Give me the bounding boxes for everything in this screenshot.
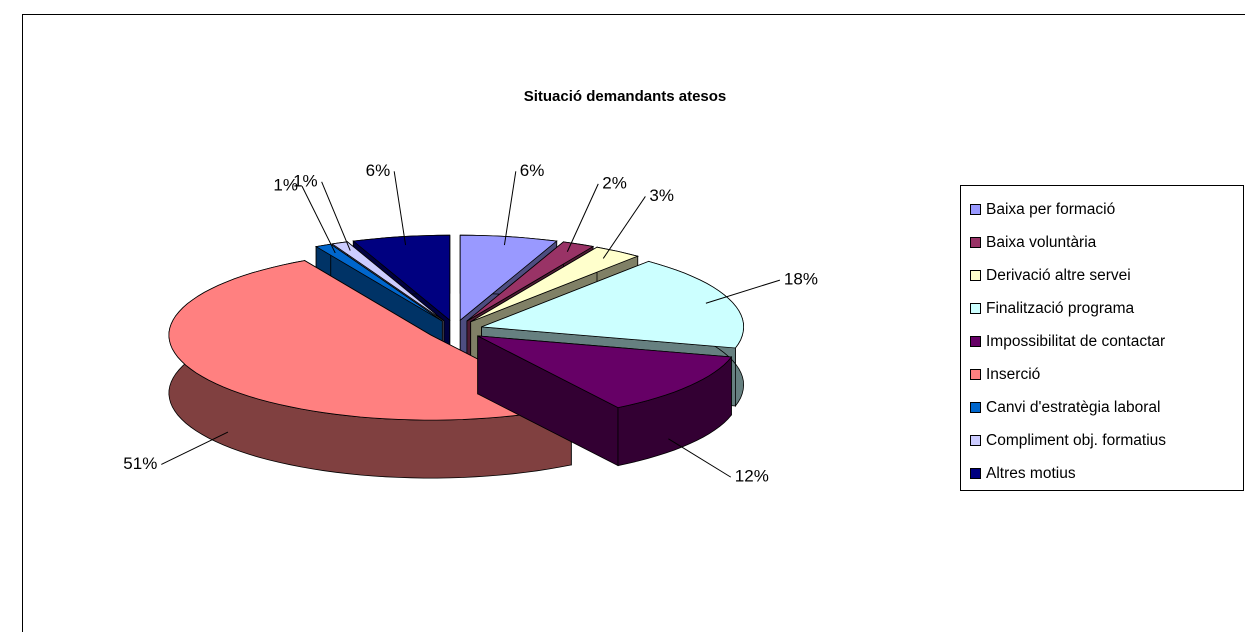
data-label: 3% xyxy=(649,186,674,205)
legend-swatch xyxy=(970,369,981,380)
legend-label: Inserció xyxy=(986,366,1040,383)
slice xyxy=(168,260,573,421)
leader-line xyxy=(393,171,407,246)
legend-swatch xyxy=(970,237,981,248)
data-label: 6% xyxy=(366,161,391,180)
slice xyxy=(168,259,573,479)
data-label: 2% xyxy=(602,173,627,192)
legend-label: Altres motius xyxy=(986,465,1076,482)
leader-line xyxy=(161,431,229,465)
legend-swatch xyxy=(970,303,981,314)
legend-label: Baixa voluntària xyxy=(986,234,1097,251)
slice xyxy=(477,335,733,409)
legend-swatch xyxy=(970,336,981,347)
legend-swatch xyxy=(970,270,981,281)
leader-line xyxy=(321,181,351,251)
legend-swatch xyxy=(970,402,981,413)
data-label: 1% xyxy=(293,171,318,190)
leader-line xyxy=(566,183,599,252)
slice xyxy=(352,234,451,322)
slice xyxy=(466,241,595,322)
leader-line xyxy=(602,196,646,259)
legend-label: Compliment obj. formatius xyxy=(986,432,1166,449)
legend-swatch xyxy=(970,204,981,215)
legend-label: Finalització programa xyxy=(986,300,1135,317)
legend-label: Impossibilitat de contactar xyxy=(986,333,1165,350)
legend-label: Baixa per formació xyxy=(986,201,1115,218)
slice xyxy=(470,246,640,323)
slice xyxy=(331,241,445,322)
legend-label: Derivació altre servei xyxy=(986,267,1131,284)
leader-line xyxy=(503,171,517,246)
slice xyxy=(477,335,733,467)
slice xyxy=(314,243,443,322)
data-label: 51% xyxy=(123,454,157,473)
data-label: 1% xyxy=(273,176,298,195)
leader-line xyxy=(301,185,336,254)
slice xyxy=(459,234,558,322)
data-label: 12% xyxy=(735,467,769,486)
data-label: 6% xyxy=(520,161,545,180)
leader-line xyxy=(668,438,732,478)
legend-swatch xyxy=(970,435,981,446)
data-label: 18% xyxy=(784,270,818,289)
legend-label: Canvi d'estratègia laboral xyxy=(986,399,1160,416)
chart-title: Situació demandants atesos xyxy=(524,88,727,105)
legend-swatch xyxy=(970,468,981,479)
slice xyxy=(481,260,745,349)
legend-box xyxy=(960,185,1244,491)
leader-line xyxy=(705,279,781,304)
